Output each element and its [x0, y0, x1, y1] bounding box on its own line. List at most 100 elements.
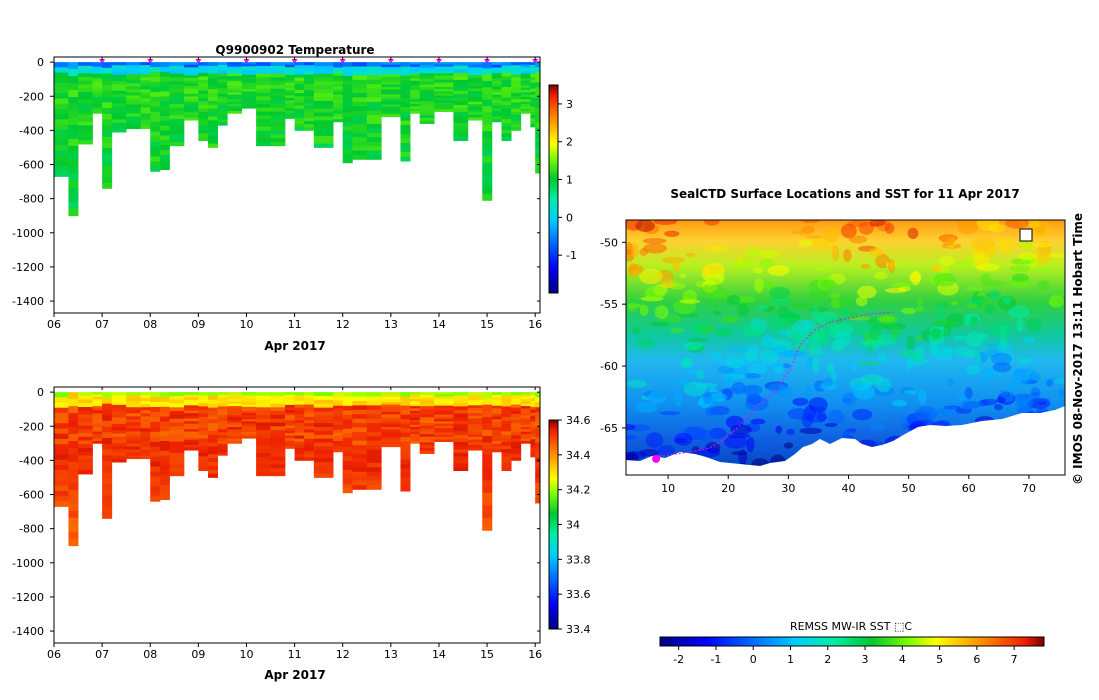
- section-cell: [530, 415, 536, 420]
- section-cell: [270, 449, 286, 454]
- sst-patch: [1048, 300, 1059, 306]
- temperature-panel: Q9900902 Temperature 06 07 08 09 10 11 12 13 14 1…: [12, 43, 577, 353]
- section-cell: [169, 426, 185, 431]
- colorbar-tick-label: -1: [566, 249, 577, 262]
- section-cell: [467, 421, 483, 425]
- sst-patch: [628, 264, 644, 275]
- section-cell: [294, 83, 305, 88]
- sst-patch: [957, 220, 979, 235]
- section-cell: [535, 97, 540, 103]
- section-cell: [352, 88, 368, 94]
- section-cell: [520, 85, 531, 89]
- section-cell: [207, 100, 219, 106]
- section-cell: [78, 414, 93, 419]
- section-cell: [381, 429, 401, 433]
- section-cell: [183, 421, 199, 425]
- section-cell: [207, 415, 219, 420]
- section-cell: [169, 411, 185, 416]
- section-cell: [207, 69, 219, 75]
- section-cell: [501, 94, 512, 99]
- section-cell: [294, 429, 305, 433]
- section-cell: [241, 89, 257, 92]
- section-cell: [467, 114, 483, 118]
- section-cell: [198, 449, 209, 454]
- section-cell: [410, 438, 421, 442]
- section-cell: [102, 397, 113, 405]
- section-cell: [92, 436, 103, 440]
- sst-patch: [648, 390, 667, 404]
- section-cell: [207, 104, 219, 110]
- section-cell: [207, 77, 219, 82]
- section-cell: [92, 78, 103, 82]
- section-cell: [419, 408, 435, 413]
- section-cell: [530, 76, 536, 81]
- sst-colorbar: [659, 636, 1045, 647]
- section-cell: [183, 88, 199, 92]
- section-cell: [227, 64, 243, 68]
- section-cell: [381, 86, 401, 90]
- section-cell: [68, 117, 79, 126]
- section-cell: [313, 139, 334, 144]
- section-cell: [227, 94, 243, 98]
- section-cell: [381, 397, 401, 400]
- section-cell: [183, 410, 199, 414]
- section-cell: [126, 62, 142, 66]
- section-cell: [150, 466, 161, 472]
- section-cell: [410, 94, 421, 98]
- section-cell: [304, 90, 315, 94]
- section-cell: [511, 114, 522, 119]
- section-cell: [183, 439, 199, 443]
- section-cell: [501, 137, 512, 142]
- section-cell: [501, 459, 512, 464]
- section-cell: [54, 77, 69, 84]
- section-cell: [520, 399, 531, 402]
- section-cell: [183, 434, 199, 438]
- section-cell: [304, 62, 315, 66]
- section-cell: [227, 104, 243, 107]
- section-cell: [256, 426, 271, 431]
- section-cell: [126, 89, 142, 93]
- section-cell: [169, 96, 185, 101]
- section-cell: [453, 431, 469, 436]
- section-cell: [453, 409, 469, 414]
- section-cell: [520, 99, 531, 103]
- section-cell: [294, 90, 305, 94]
- section-cell: [535, 92, 540, 98]
- section-cell: [482, 436, 493, 443]
- section-cell: [342, 149, 353, 155]
- section-cell: [140, 449, 151, 454]
- section-cell: [313, 395, 334, 401]
- section-cell: [270, 65, 286, 71]
- section-cell: [159, 436, 170, 442]
- section-cell: [68, 468, 79, 477]
- section-cell: [467, 112, 483, 116]
- section-cell: [304, 457, 315, 461]
- section-cell: [54, 392, 69, 398]
- colorbar-tick-label: 33.8: [566, 553, 591, 566]
- section-cell: [467, 394, 483, 398]
- section-cell: [140, 119, 151, 124]
- section-cell: [352, 70, 368, 76]
- section-cell: [511, 447, 522, 452]
- y-tick-label: -600: [19, 489, 44, 502]
- section-cell: [294, 451, 305, 455]
- section-cell: [535, 87, 540, 93]
- section-cell: [111, 97, 127, 101]
- section-cell: [304, 444, 315, 449]
- section-cell: [92, 92, 103, 96]
- section-cell: [78, 436, 93, 441]
- section-cell: [453, 108, 469, 113]
- section-cell: [482, 124, 493, 132]
- section-cell: [68, 427, 79, 435]
- section-cell: [150, 111, 161, 118]
- sst-colorbar-tick-label: 4: [899, 653, 906, 666]
- section-cell: [482, 156, 493, 164]
- section-cell: [241, 85, 257, 88]
- section-cell: [227, 440, 243, 444]
- section-cell: [217, 110, 228, 115]
- section-cell: [419, 109, 435, 113]
- section-cell: [256, 441, 271, 446]
- section-cell: [284, 95, 295, 99]
- section-cell: [342, 479, 353, 485]
- section-cell: [54, 444, 69, 450]
